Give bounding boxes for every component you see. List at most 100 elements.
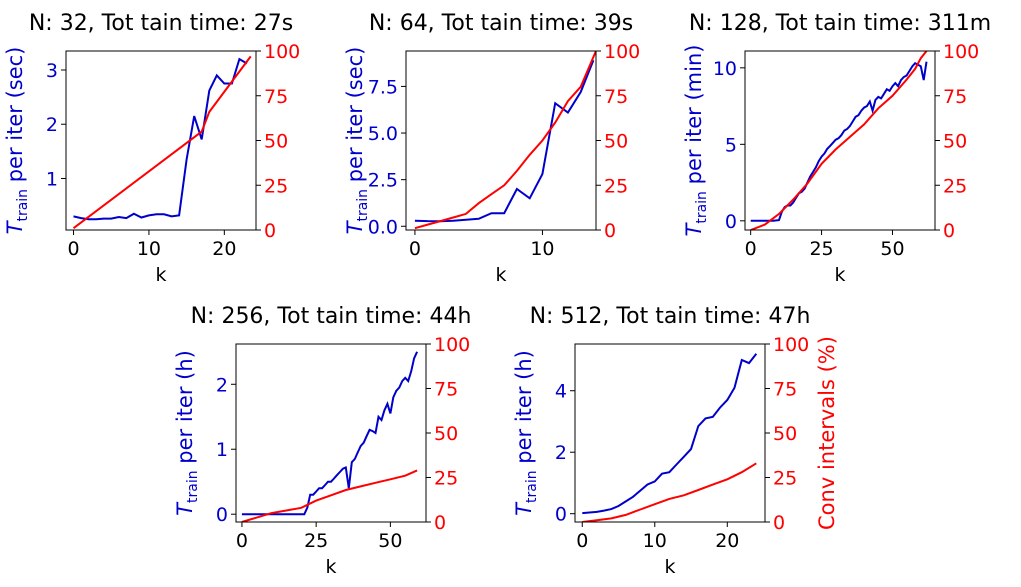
x-tick-label: 20 (715, 530, 739, 552)
y-left-axis-label: Ttrain per iter (sec) (3, 47, 31, 235)
y-left-tick-label: 2 (555, 442, 567, 464)
series-right-line (72, 55, 252, 229)
subplot-1: 0 10 20 1 2 3 0 25 50 75 100 N: 32, Tot tain time: … (3, 11, 300, 286)
chart-title: N: 64, Tot tain time: 39s (369, 11, 633, 36)
x-tick-label: 0 (67, 238, 79, 260)
y-left-tick-label: 0 (725, 211, 737, 233)
y-left-label-text: per iter (h) (173, 350, 197, 470)
y-left-label-symbol: T (682, 221, 706, 236)
series-left-line (582, 353, 758, 515)
y-left-tick-label: 1 (216, 439, 228, 461)
y-left-tick-label: 5 (725, 134, 737, 156)
y-left-label-subscript: train (15, 189, 31, 222)
series-right-line (582, 462, 757, 522)
x-axis-label: k (664, 556, 675, 578)
x-tick-label: 20 (212, 238, 236, 260)
x-axis-label: k (495, 264, 506, 286)
chart-title: N: 512, Tot tain time: 47h (530, 304, 811, 329)
y-left-tick-label: 7.5 (368, 76, 398, 98)
plot-frame (744, 50, 936, 231)
series-right-line (414, 51, 596, 230)
series-left-line (750, 61, 928, 222)
y-left-tick-label: 5.0 (368, 123, 398, 145)
x-tick-label: 25 (809, 238, 833, 260)
y-right-tick-label: 0 (264, 220, 276, 242)
y-right-tick-label: 0 (773, 512, 785, 534)
x-tick-label: 0 (236, 530, 248, 552)
x-tick-label: 10 (530, 238, 554, 260)
series-left-line (414, 59, 595, 223)
y-right-tick-label: 75 (773, 379, 797, 401)
y-right-tick-label: 25 (434, 468, 458, 490)
y-right-tick-label: 25 (773, 468, 797, 490)
y-left-tick-label: 4 (555, 381, 567, 403)
x-axis-label: k (834, 264, 845, 286)
y-left-tick-label: 1 (46, 168, 58, 190)
y-right-tick-label: 50 (604, 131, 628, 153)
plot-frame (574, 343, 766, 523)
x-tick-label: 50 (880, 238, 904, 260)
y-right-tick-label: 50 (943, 131, 967, 153)
y-right-tick-label: 50 (264, 131, 288, 153)
y-right-tick-label: 100 (264, 41, 300, 63)
y-right-tick-label: 25 (943, 175, 967, 197)
x-axis-label: k (325, 556, 336, 578)
y-right-tick-label: 25 (264, 175, 288, 197)
plot-frame (405, 50, 597, 231)
y-left-tick-label: 2 (46, 114, 58, 136)
y-left-label-symbol: T (3, 219, 27, 234)
x-tick-label: 0 (576, 530, 588, 552)
y-right-tick-label: 100 (773, 334, 809, 356)
y-left-axis-label: Ttrain per iter (min) (682, 45, 710, 237)
chart-title: N: 256, Tot tain time: 44h (191, 304, 472, 329)
y-left-label-subscript: train (185, 470, 201, 503)
y-left-label-symbol: T (173, 501, 197, 516)
y-right-tick-label: 0 (604, 220, 616, 242)
chart-title: N: 32, Tot tain time: 27s (29, 11, 293, 36)
y-left-tick-label: 0 (555, 504, 567, 526)
y-left-tick-label: 10 (713, 58, 737, 80)
x-tick-label: 0 (745, 238, 757, 260)
y-left-tick-label: 0.0 (368, 216, 398, 238)
y-right-tick-label: 75 (604, 86, 628, 108)
plot-frame (65, 50, 257, 231)
x-tick-label: 10 (137, 238, 161, 260)
y-left-tick-label: 2.5 (368, 170, 398, 192)
subplot-4: 0 25 50 0 1 2 0 25 50 75 100 N: 256, Tot tain time:… (173, 304, 471, 578)
y-right-tick-label: 75 (264, 86, 288, 108)
y-left-label-symbol: T (512, 501, 536, 516)
y-left-label-subscript: train (524, 470, 540, 503)
y-right-tick-label: 75 (434, 379, 458, 401)
y-right-tick-label: 50 (434, 423, 458, 445)
x-tick-label: 50 (378, 530, 402, 552)
subplot-2: 0 10 0.0 2.5 5.0 7.5 0 25 50 75 100 N: 64, Tot tain… (343, 11, 640, 286)
series-left-line (73, 57, 248, 221)
subplot-5: 0 10 20 0 2 4 0 25 50 75 100 N: 512, Tot tain time:… (512, 304, 839, 578)
x-tick-label: 0 (409, 238, 421, 260)
y-left-label-subscript: train (355, 189, 371, 222)
y-right-axis-label: Conv intervals (%) (815, 336, 839, 530)
y-right-tick-label: 50 (773, 423, 797, 445)
y-left-axis-label: Ttrain per iter (sec) (343, 47, 371, 235)
x-axis-label: k (155, 264, 166, 286)
y-left-tick-label: 3 (46, 60, 58, 82)
y-right-tick-label: 100 (604, 41, 640, 63)
y-right-tick-label: 25 (604, 175, 628, 197)
series-left-line (241, 351, 419, 516)
y-right-tick-label: 75 (943, 86, 967, 108)
chart-title: N: 128, Tot tain time: 311m (689, 11, 991, 36)
x-tick-label: 10 (643, 530, 667, 552)
y-left-axis-label: Ttrain per iter (h) (512, 350, 540, 516)
x-tick-label: 25 (304, 530, 328, 552)
y-left-label-text: per iter (h) (512, 350, 536, 470)
series-right-line (750, 51, 928, 230)
y-left-label-text: per iter (sec) (3, 47, 27, 189)
y-left-label-text: per iter (sec) (343, 47, 367, 189)
y-right-tick-label: 100 (943, 41, 979, 63)
y-right-tick-label: 0 (434, 512, 446, 534)
y-left-label-text: per iter (min) (682, 45, 706, 192)
y-left-axis-label: Ttrain per iter (h) (173, 350, 201, 516)
y-left-label-subscript: train (694, 191, 710, 224)
